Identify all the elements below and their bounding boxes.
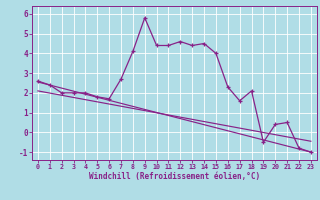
- X-axis label: Windchill (Refroidissement éolien,°C): Windchill (Refroidissement éolien,°C): [89, 172, 260, 181]
